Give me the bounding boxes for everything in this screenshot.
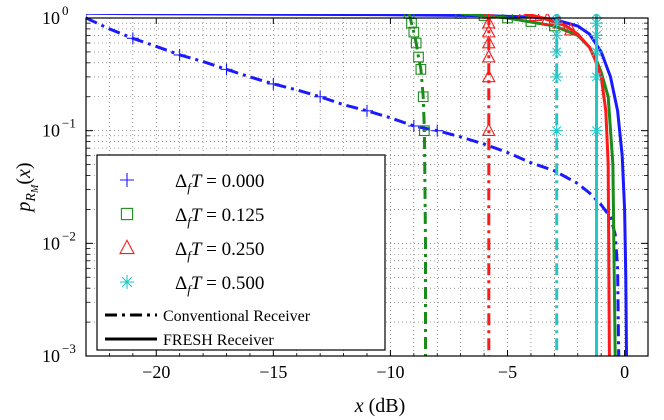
legend-series-label: ΔfT = 0.125 xyxy=(175,205,264,229)
x-tick-label: −20 xyxy=(142,362,170,382)
y-tick-exponent: −2 xyxy=(62,228,76,243)
marker-square xyxy=(120,207,134,221)
marker-plus xyxy=(361,104,373,117)
x-tick-label: −15 xyxy=(259,362,287,382)
marker-asterisk xyxy=(590,29,603,42)
series-fresh-line xyxy=(86,14,628,356)
x-ticks: −20 −15 −10 −5 0 xyxy=(85,18,649,382)
marker-asterisk xyxy=(590,70,603,83)
legend-series-label: ΔfT = 0.000 xyxy=(175,171,264,195)
series-group xyxy=(403,14,617,356)
marker-asterisk xyxy=(550,29,563,42)
marker-triangle xyxy=(528,14,543,21)
marker-plus xyxy=(120,173,134,187)
marker-triangle xyxy=(119,239,135,255)
series-conventional-line xyxy=(407,14,427,356)
marker-triangle xyxy=(563,22,578,36)
marker-square xyxy=(419,125,430,137)
marker-triangle xyxy=(481,49,496,63)
series-group xyxy=(481,14,611,356)
marker-plus xyxy=(126,32,139,45)
marker-asterisk xyxy=(120,275,134,289)
marker-triangle xyxy=(481,15,496,29)
y-tick-label: 10 xyxy=(42,346,60,366)
legend-style-label: FRESH Receiver xyxy=(163,332,274,349)
marker-asterisk xyxy=(590,17,603,30)
legend-style-label: Conventional Receiver xyxy=(163,308,311,325)
x-tick-label: −5 xyxy=(498,362,517,382)
marker-plus xyxy=(431,124,444,137)
marker-triangle xyxy=(481,35,496,49)
marker-square xyxy=(415,64,427,75)
y-axis-label: pRM(x) xyxy=(13,162,41,213)
marker-square xyxy=(410,37,422,49)
marker-plus xyxy=(220,63,233,76)
marker-triangle xyxy=(481,122,496,137)
marker-plus xyxy=(173,48,186,61)
marker-square xyxy=(408,26,420,38)
marker-square xyxy=(413,51,424,63)
marker-asterisk xyxy=(550,17,563,30)
y-tick-label: 10 xyxy=(42,121,60,141)
marker-plus xyxy=(407,120,420,133)
x-tick-label: −10 xyxy=(376,362,404,382)
marker-plus xyxy=(314,90,327,103)
legend-box xyxy=(96,154,386,351)
y-axis-label-text: pRM(x) xyxy=(13,162,41,213)
marker-asterisk xyxy=(590,124,603,137)
legend-series-label: ΔfT = 0.250 xyxy=(175,239,264,263)
legend: ΔfT = 0.000 ΔfT = 0.125 ΔfT = 0.250 ΔfT = 0… xyxy=(96,154,386,351)
marker-asterisk xyxy=(550,45,563,58)
y-tick-label: 10 xyxy=(42,233,60,253)
y-tick-exponent: 0 xyxy=(62,3,69,18)
marker-plus xyxy=(267,77,280,90)
x-axis-label: x (dB) xyxy=(354,395,406,417)
y-tick-exponent: −3 xyxy=(62,341,76,356)
marker-square xyxy=(417,91,429,103)
x-tick-label: 0 xyxy=(620,362,629,382)
marker-asterisk xyxy=(550,70,563,83)
plot-area xyxy=(86,14,628,356)
marker-asterisk xyxy=(590,45,603,58)
marker-asterisk xyxy=(550,124,563,137)
y-tick-exponent: −1 xyxy=(62,116,76,131)
legend-series-label: ΔfT = 0.500 xyxy=(175,273,264,297)
series-group xyxy=(550,14,603,356)
y-tick-label: 10 xyxy=(42,8,60,28)
series-fresh-line xyxy=(460,14,617,356)
marker-triangle xyxy=(481,69,496,83)
